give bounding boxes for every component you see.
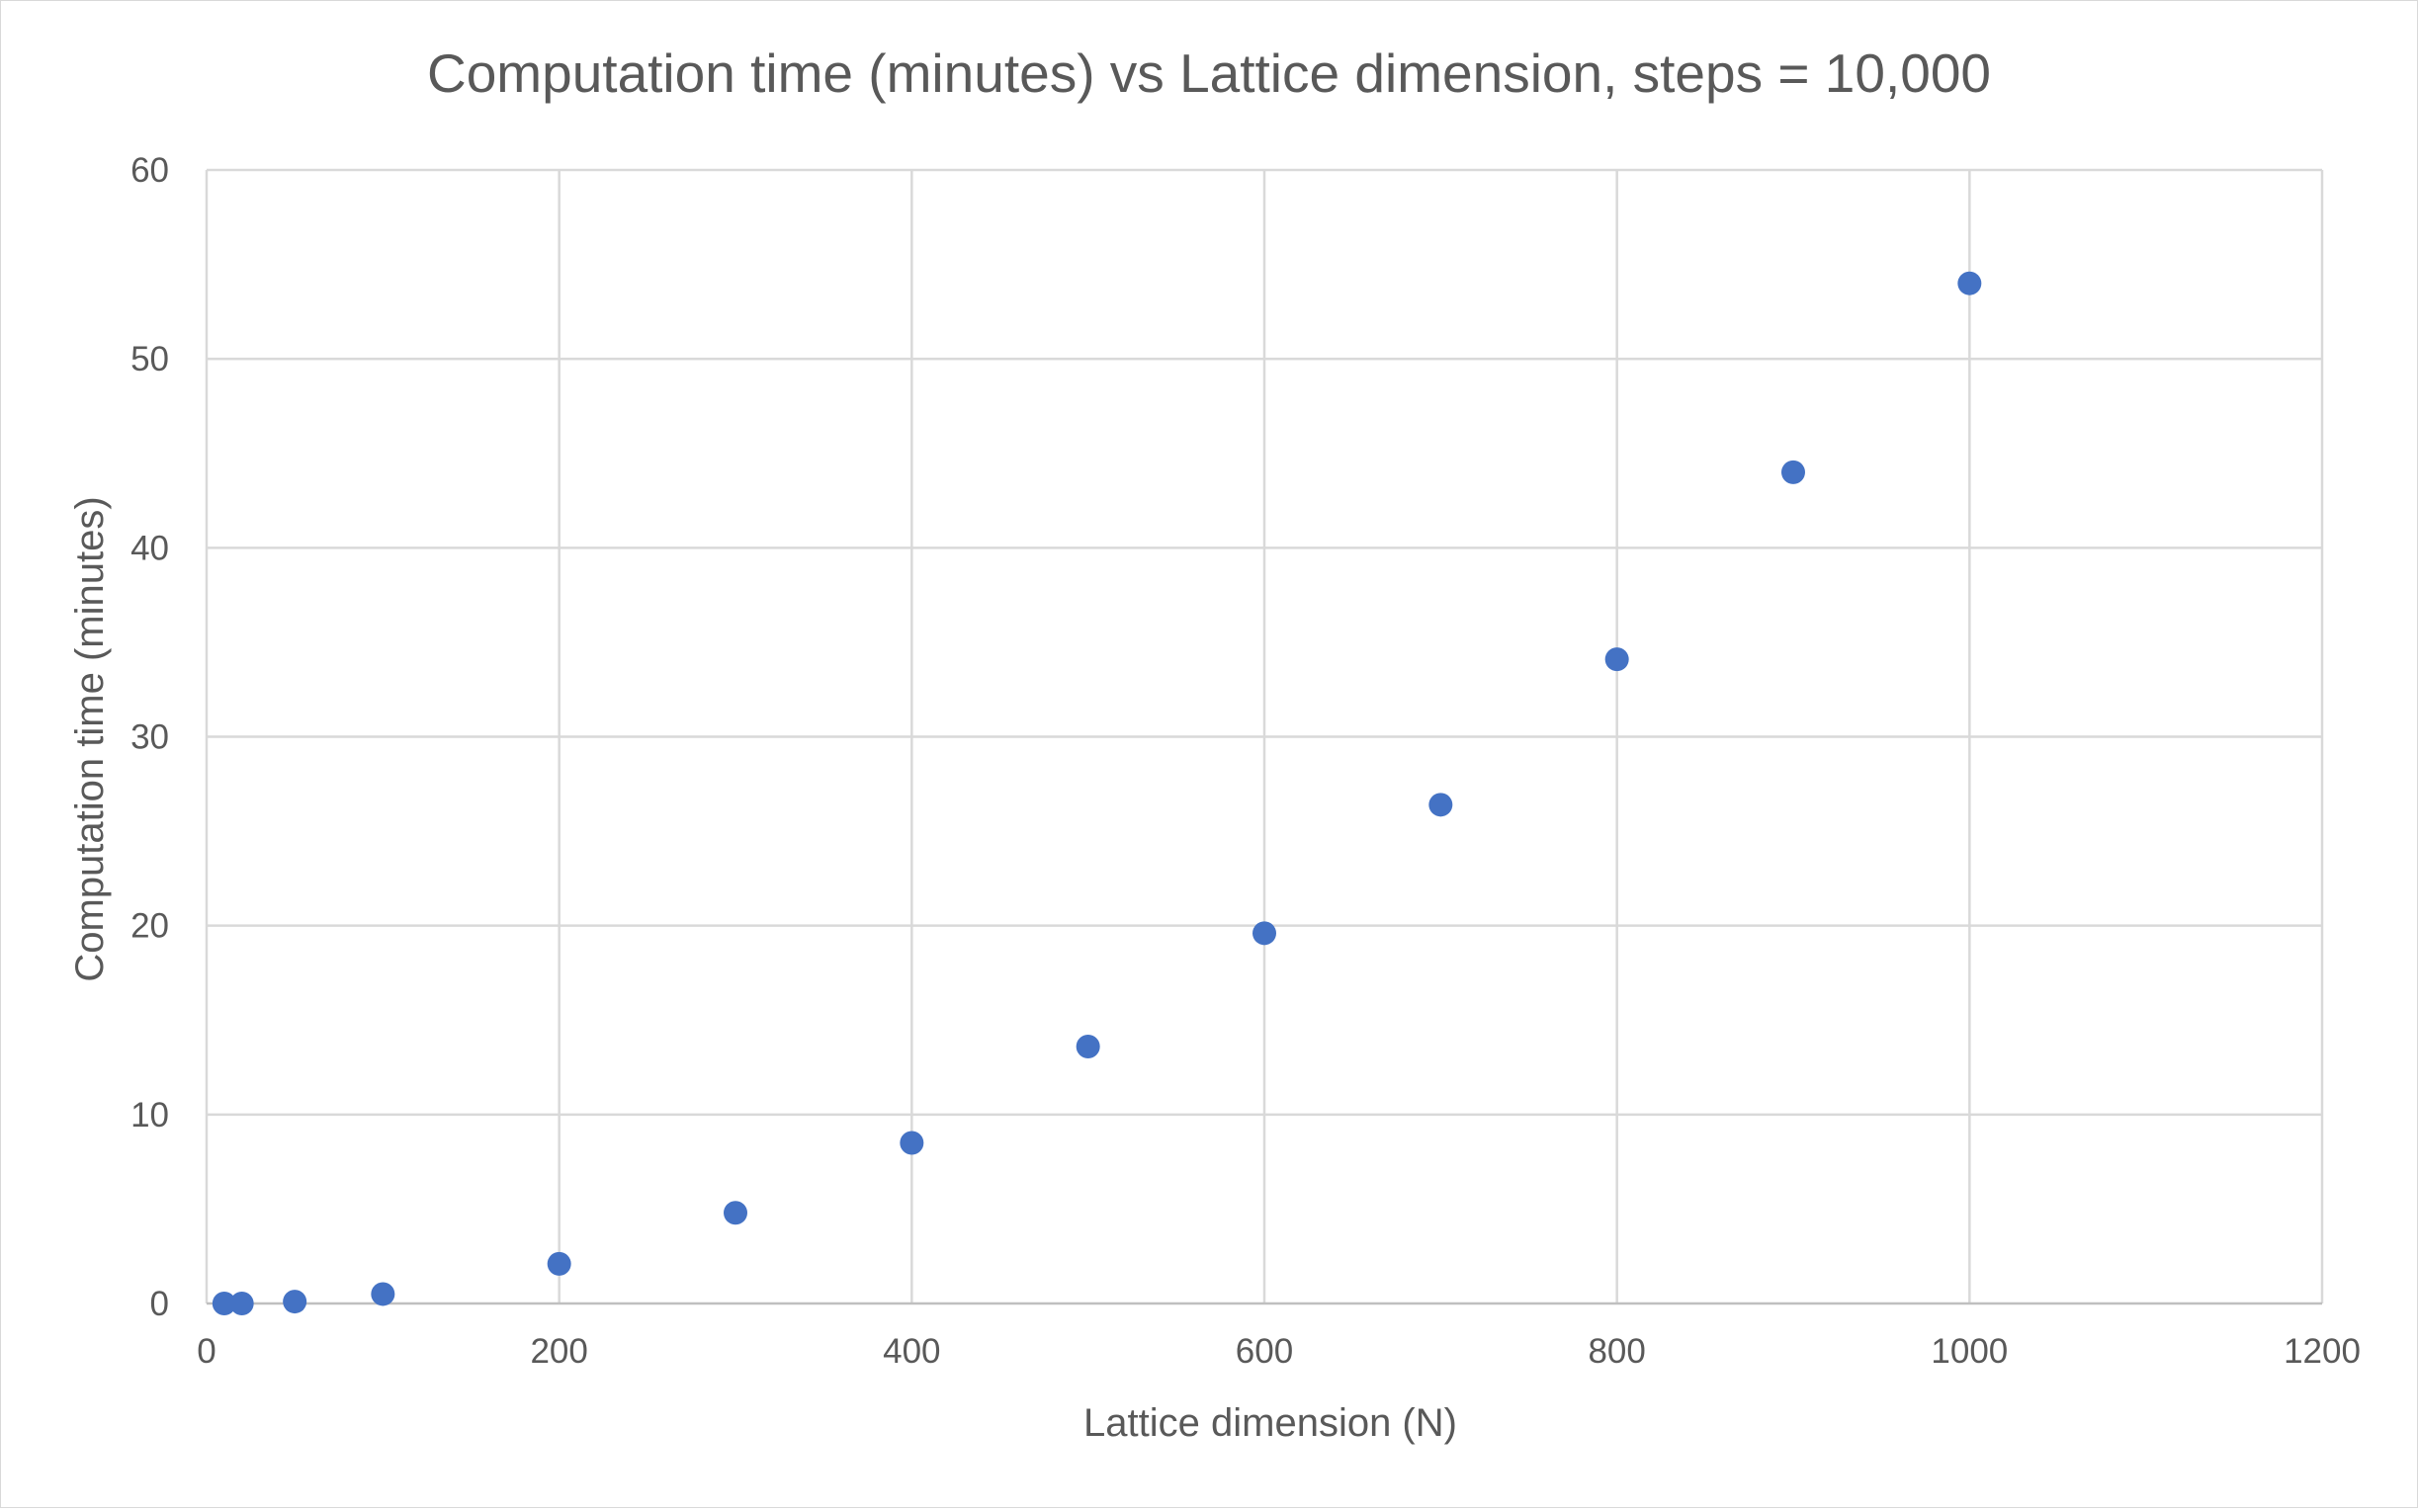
y-tick-label: 50	[130, 340, 169, 378]
x-tick-label: 1200	[2284, 1332, 2361, 1371]
y-tick-label: 40	[130, 529, 169, 567]
y-tick-label: 60	[130, 151, 169, 190]
y-tick-label: 0	[150, 1285, 169, 1323]
data-point	[1604, 647, 1629, 672]
data-point	[1428, 793, 1453, 817]
data-point	[547, 1251, 571, 1276]
chart-title: Computation time (minutes) vs Lattice di…	[427, 42, 1991, 104]
y-tick-label: 10	[130, 1096, 169, 1134]
x-tick-label: 600	[1236, 1332, 1293, 1371]
data-point	[1252, 921, 1276, 946]
x-tick-label: 400	[883, 1332, 940, 1371]
data-point	[724, 1201, 747, 1225]
y-tick-label: 20	[130, 907, 169, 946]
data-point	[229, 1292, 254, 1315]
x-tick-label: 0	[197, 1332, 216, 1371]
data-point	[283, 1290, 307, 1314]
x-tick-label: 800	[1588, 1332, 1645, 1371]
x-axis-title: Lattice dimension (N)	[1083, 1401, 1457, 1445]
data-point	[1076, 1035, 1100, 1059]
data-points	[212, 271, 1982, 1315]
x-tick-label: 1000	[1931, 1332, 2008, 1371]
data-point	[212, 1292, 236, 1315]
data-point	[1781, 460, 1805, 484]
data-point	[371, 1282, 395, 1306]
data-point	[1957, 271, 1982, 295]
data-point	[900, 1131, 924, 1155]
x-tick-label: 200	[530, 1332, 587, 1371]
y-tick-label: 30	[130, 718, 169, 757]
y-axis-title: Computation time (minutes)	[68, 496, 112, 981]
grid-layer	[205, 168, 2324, 1303]
